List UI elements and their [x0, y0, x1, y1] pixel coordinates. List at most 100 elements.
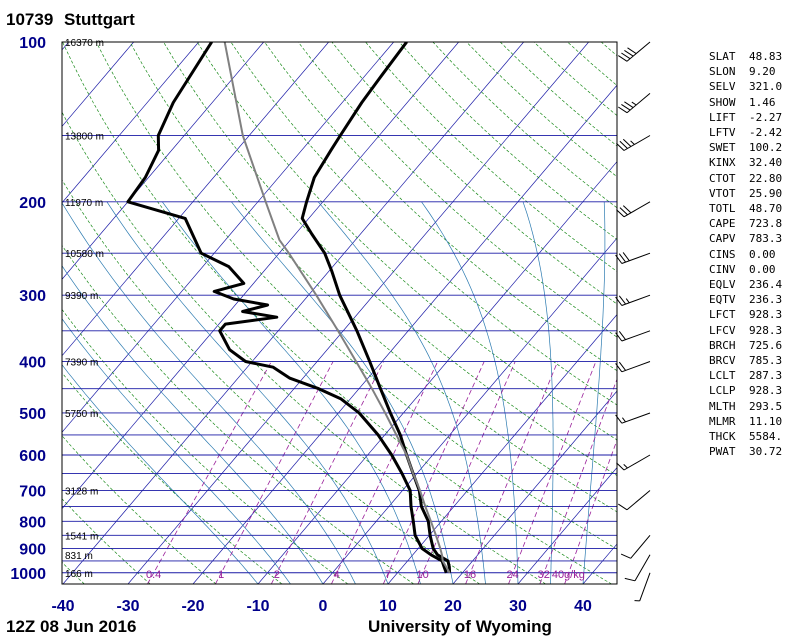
wind-barb-column: [615, 41, 651, 602]
index-key: LIFT: [709, 110, 736, 124]
mixing-ratio-label: 4: [333, 569, 339, 581]
mixing-ratio-label: 1: [218, 569, 224, 581]
isotherm-line: [192, 84, 617, 584]
index-value: 0.00: [749, 247, 776, 261]
wind-barb: [615, 412, 651, 424]
index-row: CAPE 723.8: [709, 216, 782, 231]
index-row: LFCV 928.3: [709, 323, 782, 338]
index-row: CAPV 783.3: [709, 231, 782, 246]
mixing-ratio-label: 32: [538, 569, 550, 581]
index-row: THCK 5584.: [709, 429, 782, 444]
index-value: 293.5: [749, 399, 783, 413]
index-value: 5584.: [749, 430, 783, 444]
index-value: 236.3: [749, 293, 783, 307]
index-key: PWAT: [709, 445, 736, 459]
index-key: BRCH: [709, 338, 736, 352]
pressure-tick-label: 500: [19, 406, 46, 423]
index-row: TOTL 48.70: [709, 201, 782, 216]
index-key: LFCV: [709, 323, 736, 337]
temperature-tick-label: 30: [509, 598, 527, 615]
wind-barb: [624, 554, 651, 582]
index-key: LCLT: [709, 369, 736, 383]
dry-adiabat-line: [365, 42, 617, 272]
isotherm-line: [62, 42, 69, 51]
pressure-tick-label: 400: [19, 355, 46, 372]
temperature-tick-label: -40: [51, 598, 74, 615]
wind-barb: [615, 361, 651, 373]
pressure-tick-label: 600: [19, 448, 46, 465]
index-row: SLON 9.20: [709, 64, 782, 79]
index-key: SWET: [709, 141, 736, 155]
moist-adiabat-line: [106, 201, 389, 584]
time-label: 12Z 08 Jun 2016: [6, 617, 137, 636]
index-row: PWAT 30.72: [709, 444, 782, 459]
pressure-tick-label: 100: [19, 35, 46, 52]
index-value: 785.3: [749, 354, 783, 368]
index-key: MLMR: [709, 414, 736, 428]
dry-adiabat-line: [62, 244, 414, 584]
isotherm-line: [387, 314, 617, 584]
source-label: University of Wyoming: [368, 617, 552, 636]
pressure-tick-label: 200: [19, 195, 46, 212]
index-key: VTOT: [709, 186, 736, 200]
index-value: 48.70: [749, 202, 783, 216]
wind-barb: [616, 201, 651, 218]
dry-adiabat-line: [196, 42, 617, 441]
index-row: LIFT -2.27: [709, 110, 782, 125]
temperature-tick-label: 40: [574, 598, 592, 615]
temperature-tick-label: -30: [116, 598, 139, 615]
index-value: 321.0: [749, 80, 783, 94]
index-key: CAPV: [709, 232, 736, 246]
mixing-ratio-label: 2: [274, 569, 280, 581]
index-value: 236.4: [749, 278, 783, 292]
height-label: 1541 m: [65, 531, 98, 542]
height-label: 5750 m: [65, 409, 98, 420]
pressure-tick-label: 700: [19, 484, 46, 501]
dry-adiabat-line: [62, 561, 85, 584]
moist-adiabat-line: [317, 201, 486, 584]
temperature-tick-label: -10: [246, 598, 269, 615]
isotherm-line: [62, 42, 459, 510]
isotherm-line: [517, 466, 617, 584]
height-label: 9390 m: [65, 291, 98, 302]
height-label: 11970 m: [65, 198, 103, 209]
index-row: VTOT 25.90: [709, 186, 782, 201]
wind-barb: [618, 490, 651, 511]
plot-area: 0.4 1 2 4 7 10 16 24 32 40g/kg: [62, 42, 617, 584]
pressure-tick-label: 800: [19, 514, 46, 531]
index-row: SELV 321.0: [709, 79, 782, 94]
dry-adiabat-line: [95, 42, 617, 550]
index-key: SELV: [709, 80, 736, 94]
mixing-ratio-line: [564, 438, 617, 584]
mixing-ratio-line: [465, 361, 559, 584]
mixing-ratio-label: 24: [506, 569, 518, 581]
index-value: 723.8: [749, 217, 783, 231]
dry-adiabat-line: [230, 42, 617, 406]
index-value: 30.72: [749, 445, 783, 459]
index-value: 11.10: [749, 414, 783, 428]
index-row: SWET 100.2: [709, 140, 782, 155]
isotherm-line: [62, 42, 394, 433]
index-value: 928.3: [749, 384, 783, 398]
index-row: LFTV -2.42: [709, 125, 782, 140]
pressure-tick-label: 300: [19, 288, 46, 305]
mixing-ratio-label: 40g/kg: [552, 569, 585, 581]
height-label: 10580 m: [65, 249, 104, 260]
pressure-tick-label: 1000: [10, 566, 46, 583]
index-row: BRCV 785.3: [709, 353, 782, 368]
index-key: EQTV: [709, 293, 736, 307]
moist-adiabat-line: [62, 202, 356, 584]
moist-adiabat-line: [231, 201, 454, 584]
wind-barb: [618, 93, 651, 114]
isotherm-line: [62, 42, 524, 584]
index-value: -2.42: [749, 126, 783, 140]
height-label: 7390 m: [65, 358, 98, 369]
height-label: 16370 m: [65, 38, 104, 49]
mixing-ratio-line: [215, 361, 334, 584]
isotherm-line: [62, 42, 329, 357]
mixing-ratio-label: 16: [464, 569, 476, 581]
index-value: -2.27: [749, 110, 783, 124]
temperature-tick-label: 10: [379, 598, 397, 615]
mixing-ratio-line: [382, 361, 485, 584]
dry-adiabat-line: [62, 42, 612, 584]
